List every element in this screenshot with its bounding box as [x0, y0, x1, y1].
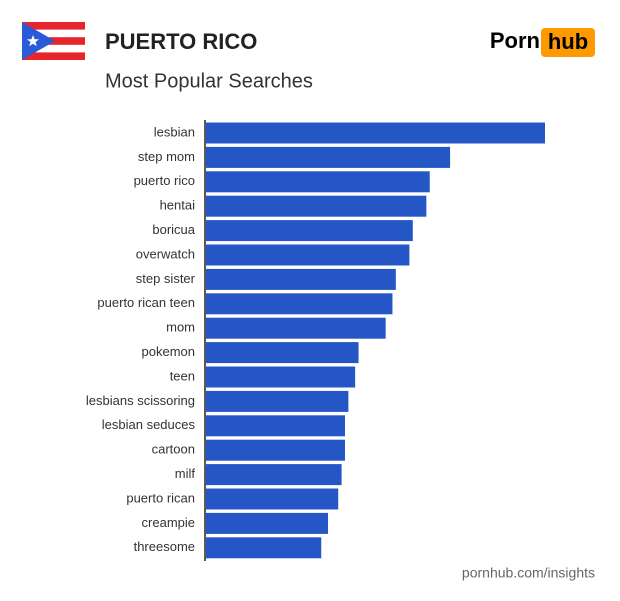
- category-label: step sister: [136, 271, 196, 286]
- bar: [206, 439, 345, 461]
- bar: [206, 195, 427, 217]
- category-label: threesome: [134, 539, 195, 554]
- bar: [206, 415, 345, 437]
- bar: [206, 512, 329, 534]
- bar: [206, 146, 451, 168]
- category-label: boricua: [152, 222, 195, 237]
- logo-badge: [541, 28, 595, 57]
- category-label: puerto rican: [126, 490, 195, 505]
- logo-right: hub: [548, 29, 588, 54]
- bar: [206, 390, 349, 412]
- category-label: milf: [175, 466, 196, 481]
- bar: [206, 464, 342, 486]
- bar: [206, 488, 339, 510]
- category-label: mom: [166, 320, 195, 335]
- category-label: step mom: [138, 149, 195, 164]
- bar: [206, 171, 430, 193]
- category-label: puerto rico: [134, 173, 195, 188]
- bar: [206, 220, 413, 242]
- bar: [206, 317, 386, 339]
- bar: [206, 293, 393, 315]
- bar: [206, 268, 396, 290]
- bar: [206, 244, 410, 266]
- flag: [22, 22, 85, 60]
- category-label: hentai: [160, 198, 196, 213]
- source: pornhub.com/insights: [462, 565, 595, 581]
- logo-left: Porn: [490, 28, 540, 53]
- category-label: pokemon: [142, 344, 195, 359]
- category-label: teen: [170, 368, 195, 383]
- category-label: puerto rican teen: [97, 295, 195, 310]
- bar: [206, 366, 356, 388]
- category-label: overwatch: [136, 246, 195, 261]
- bar: [206, 122, 545, 144]
- category-label: lesbian seduces: [102, 417, 196, 432]
- category-label: lesbian: [154, 124, 195, 139]
- category-label: creampie: [142, 515, 195, 530]
- title: PUERTO RICO: [105, 29, 257, 54]
- category-label: cartoon: [152, 442, 195, 457]
- subtitle: Most Popular Searches: [105, 70, 313, 92]
- category-label: lesbians scissoring: [86, 393, 195, 408]
- bar: [206, 342, 359, 364]
- bar: [206, 537, 322, 559]
